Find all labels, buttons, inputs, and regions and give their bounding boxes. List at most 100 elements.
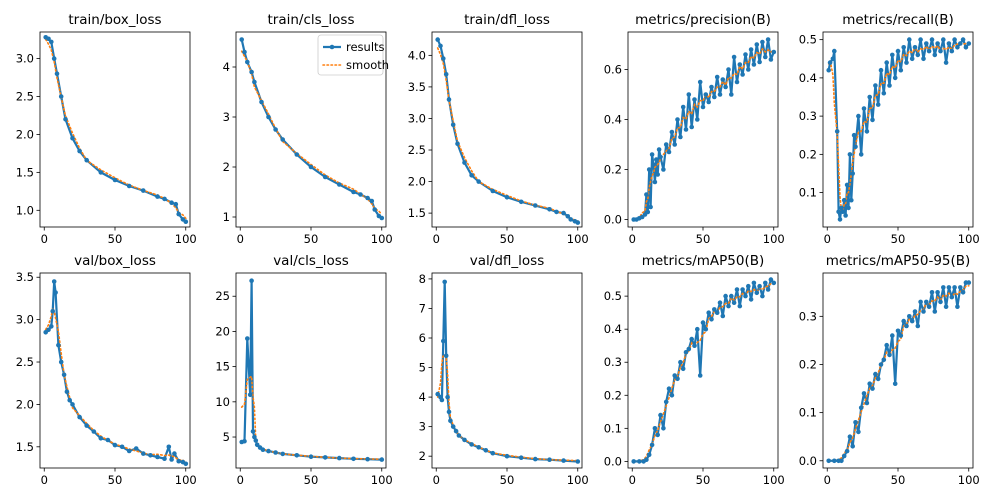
results-point xyxy=(955,304,960,310)
results-point xyxy=(656,147,662,152)
results-point xyxy=(932,52,938,58)
x-tick-label: 100 xyxy=(371,232,393,246)
results-point xyxy=(832,48,837,54)
results-point xyxy=(655,172,660,177)
subplot-2: train/dfl_loss 1.5 2.0 2.5 3.0 3.5 4.0 0 50 100 xyxy=(408,12,589,246)
results-point xyxy=(890,333,895,338)
y-tick-label: 3.5 xyxy=(408,80,426,94)
results-point xyxy=(439,397,445,403)
y-tick-label: 0.5 xyxy=(799,33,817,47)
results-point xyxy=(966,280,972,285)
x-tick-label: 50 xyxy=(696,232,711,246)
results-point xyxy=(453,428,459,434)
y-tick-label: 3.0 xyxy=(16,313,34,327)
results-point xyxy=(941,37,946,42)
results-point xyxy=(443,353,449,359)
results-point xyxy=(763,54,768,60)
results-point xyxy=(105,437,111,443)
results-point xyxy=(119,444,125,450)
results-point xyxy=(98,170,104,175)
results-point xyxy=(901,318,906,324)
results-point xyxy=(518,455,524,461)
y-tick-label: 1 xyxy=(223,210,230,224)
results-point xyxy=(935,290,940,295)
results-point xyxy=(768,277,774,282)
results-point xyxy=(176,211,181,217)
results-point xyxy=(890,52,895,58)
results-point xyxy=(748,297,754,302)
results-point xyxy=(351,189,356,195)
results-point xyxy=(878,67,884,73)
y-tick-label: 10 xyxy=(215,395,230,409)
results-point xyxy=(575,220,581,225)
axes-frame xyxy=(822,272,974,469)
results-point xyxy=(669,393,675,398)
results-point xyxy=(652,426,658,431)
subplot-5: val/box_loss 1.5 2.0 2.5 3.0 3.5 0 50 100 xyxy=(16,253,197,487)
results-point xyxy=(700,104,706,110)
results-point xyxy=(720,77,726,82)
results-point xyxy=(757,283,762,289)
results-point xyxy=(924,41,929,46)
results-point xyxy=(250,429,256,434)
results-point xyxy=(141,188,146,193)
results-point xyxy=(259,99,264,105)
results-point xyxy=(839,205,844,211)
results-point xyxy=(337,455,342,461)
results-point xyxy=(504,453,510,459)
results-point xyxy=(921,56,926,62)
y-tick-label: 0.2 xyxy=(799,147,817,161)
subplot-title: val/cls_loss xyxy=(273,253,349,269)
y-tick-label: 0.0 xyxy=(799,454,817,468)
y-tick-label: 2.5 xyxy=(408,143,426,157)
results-point xyxy=(697,373,703,378)
axes-frame xyxy=(235,272,387,469)
results-point xyxy=(884,342,889,348)
results-point xyxy=(280,137,286,142)
results-point xyxy=(851,132,857,138)
results-point xyxy=(518,199,524,205)
results-point xyxy=(771,280,777,286)
x-tick-label: 0 xyxy=(433,232,440,246)
results-point xyxy=(912,45,918,50)
results-point xyxy=(686,346,692,352)
results-point xyxy=(875,376,881,382)
results-point xyxy=(887,83,892,88)
results-point xyxy=(743,293,748,299)
results-point xyxy=(853,420,858,425)
results-point xyxy=(56,342,61,348)
subplot-4: metrics/recall(B) 0.1 0.2 0.3 0.4 0.5 0 50 100 xyxy=(799,12,980,246)
y-tick-label: 0.4 xyxy=(604,113,622,127)
results-point xyxy=(757,59,762,65)
results-point xyxy=(260,447,266,453)
results-point xyxy=(663,399,669,405)
results-point xyxy=(379,457,385,462)
results-point xyxy=(935,41,940,46)
results-point xyxy=(469,173,474,178)
x-tick-label: 100 xyxy=(567,232,589,246)
legend-results-marker xyxy=(329,44,335,50)
results-point xyxy=(456,433,462,438)
results-point xyxy=(294,152,300,157)
results-point xyxy=(884,60,889,65)
smooth-line xyxy=(44,305,187,464)
results-point xyxy=(533,456,538,462)
results-point xyxy=(561,210,566,216)
subplot-6: val/cls_loss 5 10 15 20 25 0 50 100 xyxy=(215,253,392,487)
results-point xyxy=(242,438,247,444)
results-point xyxy=(898,67,904,73)
axes-frame xyxy=(39,31,191,228)
results-point xyxy=(575,459,581,464)
subplot-title: metrics/precision(B) xyxy=(635,12,771,28)
y-tick-label: 7 xyxy=(419,301,426,315)
results-point xyxy=(53,290,58,295)
results-point xyxy=(943,60,949,65)
results-point xyxy=(58,359,64,365)
y-tick-label: 0.1 xyxy=(604,421,622,435)
results-point xyxy=(929,37,935,42)
y-tick-label: 3 xyxy=(419,420,426,434)
y-tick-label: 0.1 xyxy=(799,186,817,200)
x-tick-label: 100 xyxy=(371,473,393,487)
results-point xyxy=(358,192,363,197)
results-point xyxy=(915,323,921,329)
